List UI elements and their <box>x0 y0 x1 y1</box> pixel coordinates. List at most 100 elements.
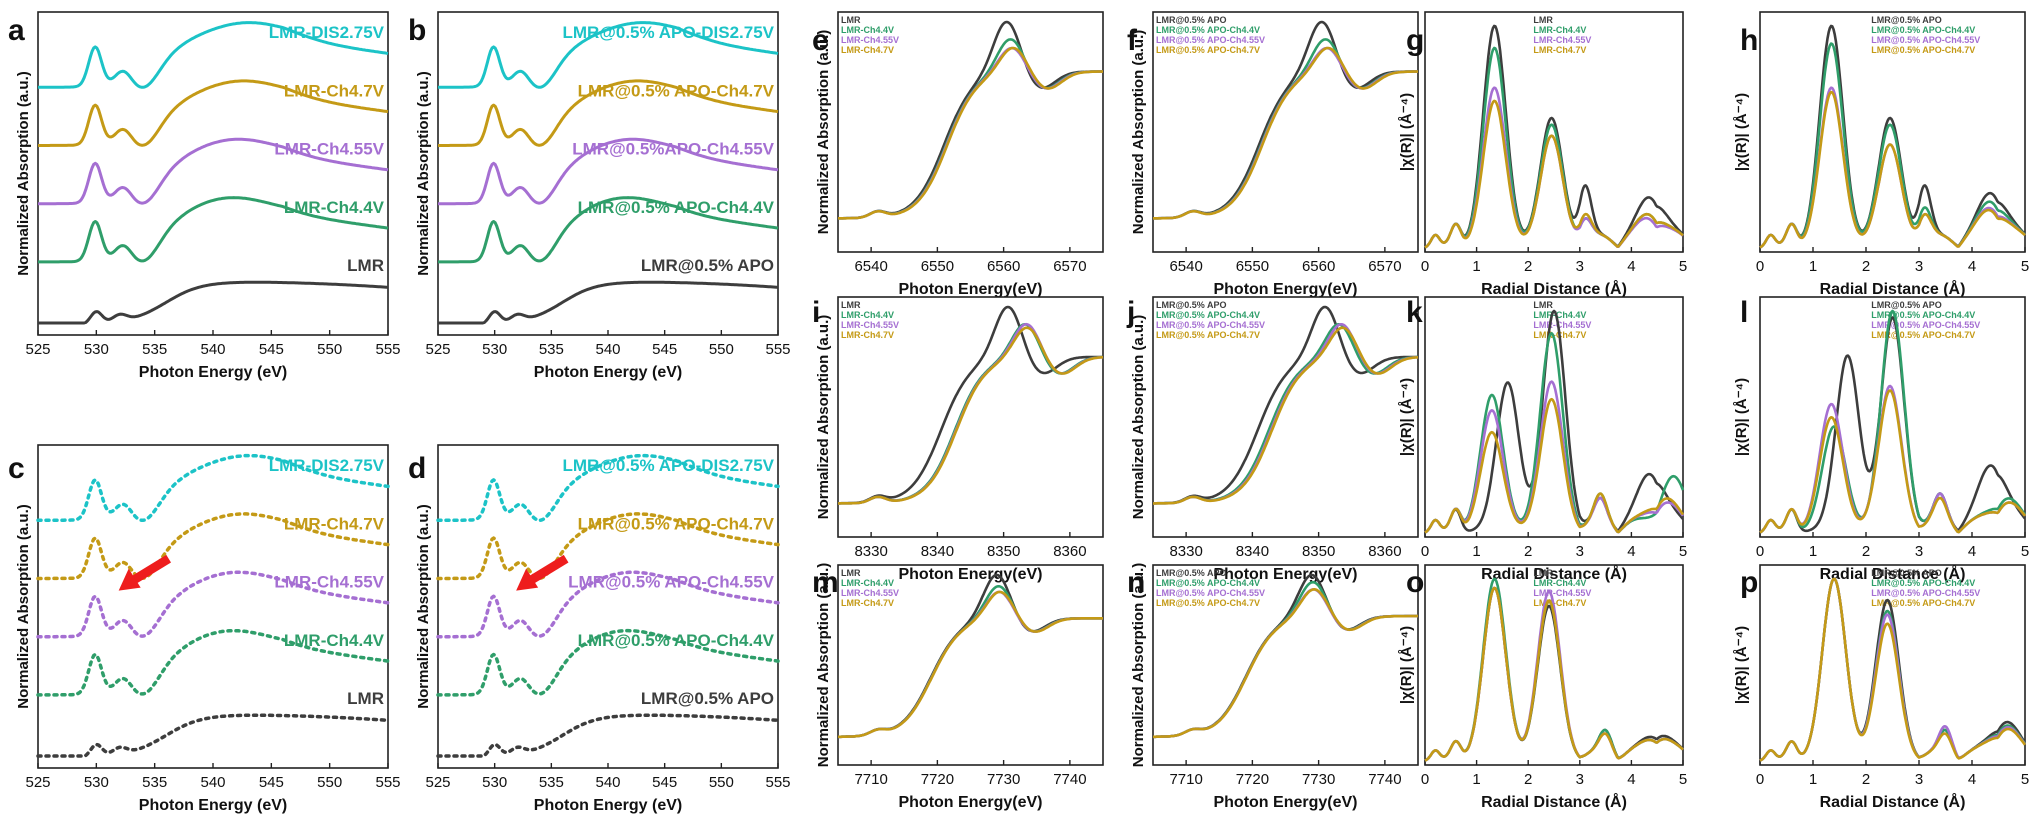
series-line-d <box>436 453 780 523</box>
legend-entry-g: LMR <box>1533 15 1553 25</box>
series-line-h <box>1759 42 2026 249</box>
panel-letter-h: h <box>1740 24 1758 57</box>
y-axis-label-a: Normalized Absorption (a.u.) <box>15 71 32 275</box>
x-tick-label-p: 1 <box>1809 771 1817 788</box>
series-line-k <box>1424 331 1685 534</box>
y-axis-label-p: |χ(R)| (Å⁻⁴) <box>1733 626 1750 704</box>
legend-entry-p: LMR@0.5% APO-Ch4.55V <box>1871 588 1980 598</box>
series-line-e <box>837 46 1104 220</box>
series-line-a <box>38 137 389 206</box>
x-tick-label-i: 8350 <box>987 543 1020 560</box>
legend-entry-n: LMR@0.5% APO-Ch4.4V <box>1156 578 1260 588</box>
x-tick-label-d: 535 <box>539 774 564 791</box>
x-tick-label-p: 4 <box>1968 771 1976 788</box>
series-line-o <box>1424 586 1684 762</box>
x-tick-label-p: 2 <box>1862 771 1870 788</box>
x-tick-label-o: 4 <box>1627 771 1635 788</box>
x-tick-label-p: 3 <box>1915 771 1923 788</box>
x-axis-label-o: Radial Distance (Å) <box>1481 792 1627 811</box>
x-tick-label-d: 545 <box>652 774 677 791</box>
plot-frame-l <box>1759 296 2026 538</box>
series-line-c <box>36 453 390 523</box>
legend-entry-p: LMR@0.5% APO <box>1871 568 1941 578</box>
x-tick-label-i: 8360 <box>1053 543 1086 560</box>
plot-frame-e <box>837 11 1104 253</box>
x-axis-label-p: Radial Distance (Å) <box>1820 792 1966 811</box>
x-tick-label-c: 555 <box>375 774 400 791</box>
series-label-b: LMR@0.5% APO-DIS2.75V <box>562 23 774 42</box>
series-line-l <box>1759 309 2027 534</box>
series-line-g <box>1424 99 1684 249</box>
x-tick-label-h: 2 <box>1862 258 1870 275</box>
x-axis-label-d: Photon Energy (eV) <box>534 797 682 814</box>
x-tick-label-a: 525 <box>25 341 50 358</box>
series-label-d: LMR@0.5% APO-DIS2.75V <box>562 456 774 475</box>
panel-letter-b: b <box>408 14 426 47</box>
legend-entry-p: LMR@0.5% APO-Ch4.7V <box>1871 598 1975 608</box>
x-tick-label-f: 6540 <box>1169 258 1202 275</box>
legend-entry-h: LMR@0.5% APO <box>1871 15 1941 25</box>
x-tick-label-g: 3 <box>1576 258 1584 275</box>
panel-j: j 8330 8340 8350 8360 Photon Energy(eV) Normal… <box>1126 296 1419 583</box>
series-label-c: LMR-Ch4.55V <box>274 573 384 592</box>
x-tick-label-b: 540 <box>595 341 620 358</box>
x-tick-label-m: 7740 <box>1053 771 1086 788</box>
panel-e: e 6540 6550 6560 6570 Photon Energy(eV) Normal… <box>812 11 1104 298</box>
x-axis-label-a: Photon Energy (eV) <box>139 364 287 381</box>
legend-entry-f: LMR@0.5% APO-Ch4.4V <box>1156 25 1260 35</box>
red-arrow-d <box>527 554 569 585</box>
x-tick-label-c: 525 <box>25 774 50 791</box>
series-line-b <box>438 137 779 206</box>
series-line-l <box>1759 384 2027 534</box>
panel-letter-g: g <box>1406 24 1424 57</box>
series-line-l <box>1759 389 2027 534</box>
x-tick-label-j: 8350 <box>1302 543 1335 560</box>
legend-entry-m: LMR <box>841 568 861 578</box>
legend-entry-m: LMR-Ch4.55V <box>841 588 899 598</box>
panel-k: k 0 1 2 3 4 5 Radial Distance (Å) |χ(R)| (Å⁻⁴) LM… <box>1398 296 1687 583</box>
x-tick-label-b: 530 <box>482 341 507 358</box>
legend-entry-i: LMR-Ch4.55V <box>841 320 899 330</box>
panel-a: a 525 530 535 540 545 550 555 Photon Energy (eV)… <box>8 11 401 381</box>
y-axis-label-k: |χ(R)| (Å⁻⁴) <box>1398 378 1415 456</box>
series-line-i <box>837 322 1104 505</box>
legend-entry-p: LMR@0.5% APO-Ch4.4V <box>1871 578 1975 588</box>
x-tick-label-b: 555 <box>765 341 790 358</box>
series-label-d: LMR@0.5% APO <box>641 689 774 708</box>
series-line-n <box>1152 587 1419 739</box>
legend-entry-j: LMR@0.5% APO-Ch4.4V <box>1156 310 1260 320</box>
panel-letter-i: i <box>812 296 820 329</box>
legend-entry-f: LMR@0.5% APO-Ch4.7V <box>1156 45 1260 55</box>
legend-entry-n: LMR@0.5% APO-Ch4.7V <box>1156 598 1260 608</box>
x-tick-label-b: 550 <box>709 341 734 358</box>
x-tick-label-g: 2 <box>1524 258 1532 275</box>
y-axis-label-n: Normalized Absorption (a.u.) <box>1130 563 1147 767</box>
legend-entry-k: LMR-Ch4.4V <box>1533 310 1586 320</box>
x-tick-label-f: 6560 <box>1302 258 1335 275</box>
series-label-c: LMR-Ch4.7V <box>284 514 385 533</box>
y-axis-label-g: |χ(R)| (Å⁻⁴) <box>1398 93 1415 171</box>
x-axis-label-n: Photon Energy(eV) <box>1213 794 1357 811</box>
y-axis-label-d: Normalized Absorption (a.u.) <box>415 504 432 708</box>
x-tick-label-g: 4 <box>1627 258 1635 275</box>
series-line-f <box>1152 46 1419 220</box>
x-tick-label-o: 5 <box>1679 771 1687 788</box>
series-label-b: LMR@0.5% APO-Ch4.7V <box>578 81 775 100</box>
x-axis-label-i: Photon Energy(eV) <box>898 566 1042 583</box>
series-label-b: LMR@0.5%APO-Ch4.55V <box>572 140 774 159</box>
series-line-h <box>1759 90 2026 249</box>
series-label-a: LMR-Ch4.55V <box>274 140 384 159</box>
series-line-k <box>1424 397 1685 534</box>
legend-entry-m: LMR-Ch4.4V <box>841 578 894 588</box>
series-label-a: LMR <box>347 256 384 275</box>
x-tick-label-j: 8330 <box>1169 543 1202 560</box>
x-tick-label-m: 7720 <box>921 771 954 788</box>
x-tick-label-p: 5 <box>2021 771 2029 788</box>
legend-entry-n: LMR@0.5% APO <box>1156 568 1226 578</box>
legend-entry-g: LMR-Ch4.7V <box>1533 45 1586 55</box>
x-tick-label-l: 0 <box>1756 543 1764 560</box>
series-line-h <box>1759 86 2026 249</box>
x-tick-label-h: 5 <box>2021 258 2029 275</box>
x-axis-label-h: Radial Distance (Å) <box>1820 279 1966 298</box>
